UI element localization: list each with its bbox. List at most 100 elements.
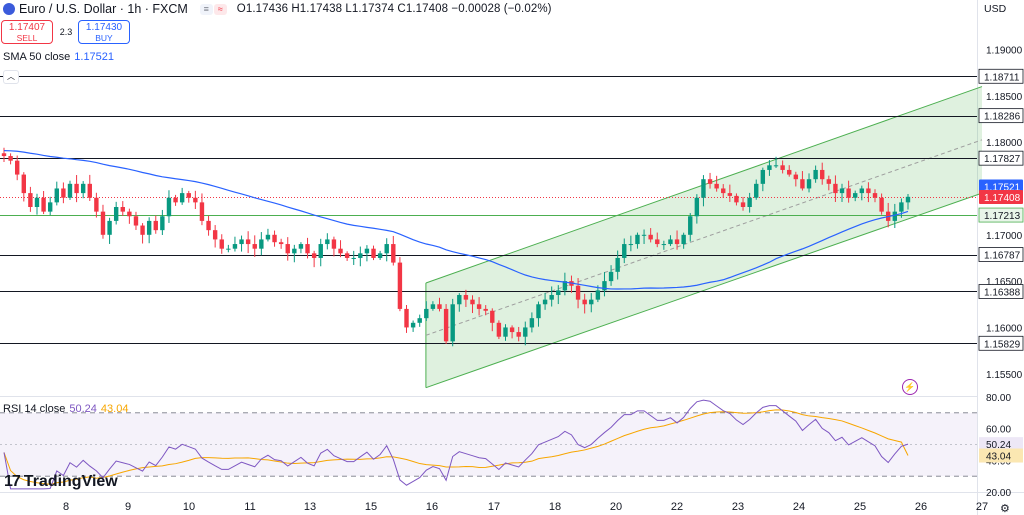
candle (516, 326, 521, 342)
candle (41, 191, 46, 215)
candle-body (351, 257, 356, 259)
candle (754, 179, 759, 200)
candle (767, 160, 772, 176)
candle (806, 173, 812, 193)
level-price-label-bg (979, 336, 1023, 351)
candle (529, 312, 535, 333)
candle (74, 175, 79, 203)
candle (424, 301, 429, 322)
candle-body (278, 242, 284, 245)
rsi-ma-last-label: 43.04 (986, 452, 1011, 463)
candle-body (265, 234, 271, 240)
candle-body (443, 308, 449, 342)
candle (905, 193, 911, 210)
candle-body (707, 179, 713, 184)
candle-body (133, 216, 139, 226)
candle (820, 162, 825, 185)
level-price-label-bg (979, 69, 1023, 84)
candle-body (212, 230, 218, 240)
candle-body (820, 169, 825, 180)
candle (437, 297, 442, 312)
rsi-tick-label: 60.00 (986, 425, 1011, 436)
candle (1, 147, 7, 163)
collapse-legend-icon[interactable]: ︿ (3, 70, 19, 84)
candle (628, 235, 634, 252)
level-price-label: 1.17827 (984, 154, 1021, 165)
candle (523, 321, 528, 346)
candle (773, 156, 779, 168)
candle-body (430, 304, 436, 309)
price-tick-label: 1.17000 (986, 231, 1023, 242)
rsi-tick-label: 80.00 (986, 393, 1011, 404)
candle (450, 298, 455, 347)
candle-body (661, 244, 667, 246)
candle-body (740, 202, 746, 207)
candle (173, 194, 178, 206)
candle (622, 238, 627, 264)
candle-body (556, 290, 561, 296)
candle-body (714, 183, 719, 189)
candle (226, 244, 231, 253)
sma-line (3, 149, 909, 290)
candle-body (899, 202, 904, 212)
candle (219, 234, 224, 254)
time-tick-label: 15 (365, 501, 377, 513)
level-price-label: 1.15829 (984, 339, 1021, 350)
sma-label: SMA 50 close (3, 51, 71, 63)
candle (740, 196, 746, 211)
sell-button[interactable]: 1.17407 SELL (1, 20, 53, 44)
candle (681, 232, 686, 249)
time-tick-label: 18 (549, 501, 561, 513)
candle-body (424, 308, 429, 319)
candle (338, 240, 343, 258)
candle-body (61, 188, 66, 198)
time-tick-label: 13 (304, 501, 316, 513)
symbol-title[interactable]: Euro / U.S. Dollar · 1h · FXCM (19, 2, 188, 16)
channel-median-line (425, 139, 983, 336)
candle (787, 165, 792, 177)
market-status-pill[interactable]: ≡ ≈ (199, 3, 227, 15)
candle (846, 180, 851, 203)
last-price-label: 1.17408 (984, 193, 1021, 204)
candle (278, 238, 284, 249)
settings-gear-icon[interactable]: ⚙ (1000, 503, 1010, 515)
price-tick-label: 1.18000 (986, 138, 1023, 149)
candle (153, 215, 158, 234)
rsi-legend[interactable]: RSI 14 close 50.24 43.04 (3, 403, 128, 415)
currency-selector[interactable]: USD (978, 0, 1024, 18)
candle-body (404, 308, 409, 328)
level-price-label-bg (979, 247, 1023, 262)
candle-body (529, 318, 535, 328)
highlight-level-label: 1.17213 (984, 211, 1021, 222)
candle (397, 257, 403, 312)
candle (476, 297, 482, 316)
candle-body (562, 281, 568, 291)
candle-body (734, 195, 739, 203)
candle-body (80, 183, 86, 194)
buy-button[interactable]: 1.17430 BUY (78, 20, 130, 44)
sma-legend[interactable]: SMA 50 close 1.17521 (3, 51, 114, 63)
candle (509, 325, 515, 339)
highlight-level-label-border (978, 207, 1024, 223)
time-tick-label: 16 (426, 501, 438, 513)
candle-body (140, 225, 145, 235)
rsi-ma-last-label-bg (979, 448, 1023, 463)
candle-body (8, 156, 13, 161)
candle (582, 293, 587, 314)
candle (272, 230, 277, 247)
candle (760, 167, 766, 192)
candle-body (628, 244, 634, 246)
lightning-icon[interactable]: ⚡ (902, 379, 918, 395)
candle-body (437, 304, 442, 309)
sell-price: 1.17407 (8, 22, 46, 33)
candle-body (113, 207, 119, 221)
candle (34, 193, 40, 215)
candle (721, 184, 726, 199)
candle-body (226, 248, 231, 250)
level-price-label-border (978, 108, 1024, 124)
level-price-label-bg (979, 108, 1023, 123)
candle-body (509, 327, 515, 333)
candle-body (727, 193, 733, 196)
candle-body (859, 188, 865, 194)
